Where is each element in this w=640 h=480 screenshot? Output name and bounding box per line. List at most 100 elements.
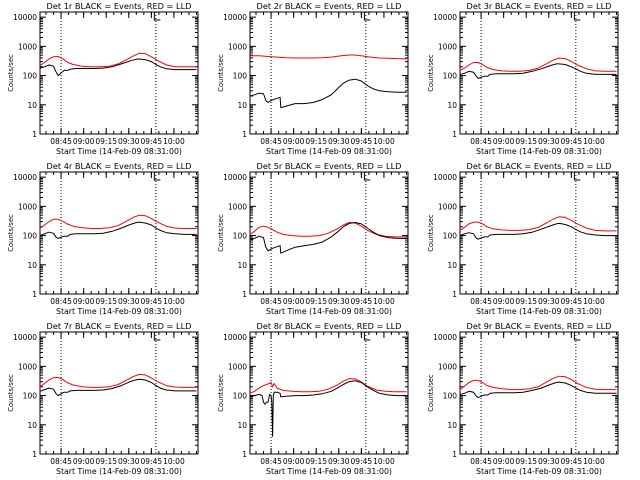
detector-panel: Det 3r BLACK = Events, RED = LLD 1 10 100 10… [427, 1, 619, 156]
x-tick-label: 09:00 [283, 297, 305, 306]
x-tick-label: 08:45 [470, 137, 492, 146]
x-tick-label: 10:00 [583, 457, 605, 466]
y-tick-label: 100 [233, 232, 248, 241]
y-tick-label: 10 [237, 421, 247, 430]
y-tick-label: 1000 [438, 362, 457, 371]
detector-panel: Det 5r BLACK = Events, RED = LLD 1 10 100 10… [217, 161, 409, 316]
x-tick-label: 10:00 [373, 297, 395, 306]
y-tick-label: 100 [233, 72, 248, 81]
plot-title: Det 9r BLACK = Events, RED = LLD [467, 321, 612, 331]
top-bracket-marker [573, 12, 581, 21]
y-tick-label: 1 [32, 130, 37, 139]
x-tick-label: 10:00 [163, 137, 185, 146]
plot-frame [459, 171, 619, 295]
lld-series-line [459, 57, 617, 72]
y-tick-label: 100 [23, 392, 38, 401]
x-tick-label: 08:45 [50, 137, 72, 146]
x-tick-label: 09:30 [328, 457, 350, 466]
detector-panel: Det 2r BLACK = Events, RED = LLD 1 10 100 10… [217, 1, 409, 156]
plot-title: Det 8r BLACK = Events, RED = LLD [257, 321, 402, 331]
x-tick-label: 09:30 [328, 297, 350, 306]
plot-title: Det 3r BLACK = Events, RED = LLD [467, 1, 612, 11]
y-tick-label: 1 [32, 290, 37, 299]
x-tick-label: 09:30 [328, 137, 350, 146]
y-tick-label: 10000 [13, 13, 37, 22]
y-tick-label: 10000 [223, 333, 247, 342]
x-axis-label: Start Time (14-Feb-09 08:31:00) [476, 467, 602, 476]
y-tick-label: 1 [242, 130, 247, 139]
top-bracket-marker [573, 332, 581, 341]
x-tick-label: 08:45 [260, 297, 282, 306]
x-tick-label: 09:00 [283, 137, 305, 146]
x-tick-label: 08:45 [470, 297, 492, 306]
detector-panel: Det 8r BLACK = Events, RED = LLD 1 10 100 10… [217, 321, 409, 476]
events-series-line [39, 221, 197, 239]
plot-title: Det 1r BLACK = Events, RED = LLD [47, 1, 192, 11]
x-tick-label: 10:00 [373, 457, 395, 466]
x-tick-label: 09:45 [351, 297, 373, 306]
x-tick-label: 08:45 [260, 137, 282, 146]
x-tick-label: 09:00 [283, 457, 305, 466]
x-tick-label: 09:15 [305, 137, 327, 146]
x-tick-label: 09:00 [73, 457, 95, 466]
x-tick-label: 09:15 [305, 457, 327, 466]
top-bracket-marker [153, 172, 161, 181]
plot-frame [459, 11, 619, 135]
y-tick-label: 10 [237, 101, 247, 110]
y-axis-label: Counts/sec [217, 54, 225, 92]
y-tick-label: 1000 [228, 362, 247, 371]
x-tick-label: 09:15 [515, 457, 537, 466]
y-tick-label: 10 [237, 261, 247, 270]
detector-panel: Det 9r BLACK = Events, RED = LLD 1 10 100 10… [427, 321, 619, 476]
x-axis-label: Start Time (14-Feb-09 08:31:00) [56, 307, 182, 316]
x-axis-label: Start Time (14-Feb-09 08:31:00) [56, 467, 182, 476]
plot-frame [249, 171, 409, 295]
x-tick-label: 09:15 [515, 297, 537, 306]
x-tick-label: 09:45 [351, 457, 373, 466]
x-tick-label: 09:00 [493, 457, 515, 466]
y-tick-label: 1000 [438, 42, 457, 51]
y-tick-label: 10000 [433, 333, 457, 342]
x-tick-label: 09:00 [493, 137, 515, 146]
y-axis-label: Counts/sec [217, 374, 225, 412]
x-tick-label: 09:45 [351, 137, 373, 146]
events-series-line [249, 222, 407, 254]
x-tick-label: 09:45 [561, 137, 583, 146]
x-tick-label: 10:00 [583, 297, 605, 306]
x-tick-label: 09:45 [561, 297, 583, 306]
x-tick-label: 10:00 [373, 137, 395, 146]
y-tick-label: 100 [233, 392, 248, 401]
y-axis-label: Counts/sec [7, 374, 15, 412]
y-tick-label: 10 [27, 101, 37, 110]
events-series-line [249, 380, 407, 437]
y-axis-label: Counts/sec [427, 374, 435, 412]
x-tick-label: 08:45 [260, 457, 282, 466]
y-axis-label: Counts/sec [7, 214, 15, 252]
x-tick-label: 09:00 [493, 297, 515, 306]
plot-title: Det 6r BLACK = Events, RED = LLD [467, 161, 612, 171]
y-tick-label: 1000 [228, 202, 247, 211]
x-axis-label: Start Time (14-Feb-09 08:31:00) [266, 147, 392, 156]
y-tick-label: 1 [242, 290, 247, 299]
y-axis-label: Counts/sec [427, 54, 435, 92]
x-axis-label: Start Time (14-Feb-09 08:31:00) [56, 147, 182, 156]
detector-panel: Det 6r BLACK = Events, RED = LLD 1 10 100 10… [427, 161, 619, 316]
x-tick-label: 10:00 [583, 137, 605, 146]
y-tick-label: 10000 [13, 173, 37, 182]
events-series-line [39, 58, 197, 77]
y-tick-label: 10 [447, 101, 457, 110]
y-tick-label: 10000 [433, 13, 457, 22]
x-tick-label: 09:15 [515, 137, 537, 146]
y-tick-label: 1 [452, 450, 457, 459]
lld-series-line [39, 373, 197, 388]
x-tick-label: 09:45 [141, 137, 163, 146]
events-series-line [39, 378, 197, 397]
y-axis-label: Counts/sec [217, 214, 225, 252]
top-bracket-marker [363, 172, 371, 181]
lld-series-line [39, 214, 197, 229]
top-bracket-marker [153, 12, 161, 21]
x-tick-label: 09:30 [118, 457, 140, 466]
y-tick-label: 10 [447, 421, 457, 430]
x-tick-label: 09:15 [95, 137, 117, 146]
